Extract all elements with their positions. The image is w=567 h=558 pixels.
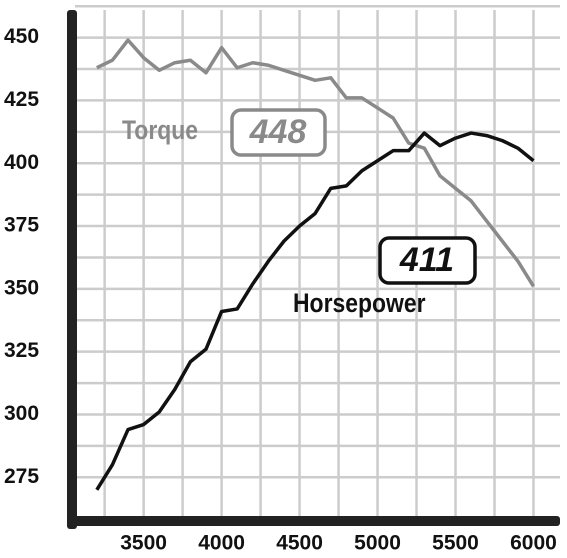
y-tick-label: 325 [4, 339, 39, 362]
y-tick-label: 450 [4, 25, 39, 48]
y-tick-label: 425 [4, 88, 39, 111]
peak-label: 448 [249, 113, 307, 151]
legend-label: Torque [122, 115, 198, 145]
peak-box [230, 108, 327, 157]
peak-box [378, 236, 477, 285]
y-tick-label: 350 [4, 276, 39, 299]
x-tick-label: 6000 [510, 532, 557, 555]
x-tick-label: 4500 [276, 532, 323, 555]
legend-label: Horsepower [293, 288, 426, 318]
y-tick-label: 300 [4, 402, 39, 425]
y-axis [67, 10, 77, 529]
y-tick-label: 275 [4, 465, 39, 488]
x-tick-label: 5500 [432, 532, 479, 555]
series-line [95, 131, 535, 491]
x-axis [67, 516, 560, 526]
peak-label: 411 [399, 241, 454, 279]
y-tick-label: 400 [4, 151, 39, 174]
x-tick-label: 5000 [354, 532, 401, 555]
x-tick-label: 3500 [120, 532, 167, 555]
series-line [96, 38, 535, 288]
y-tick-label: 375 [4, 214, 39, 237]
x-tick-label: 4000 [198, 532, 245, 555]
